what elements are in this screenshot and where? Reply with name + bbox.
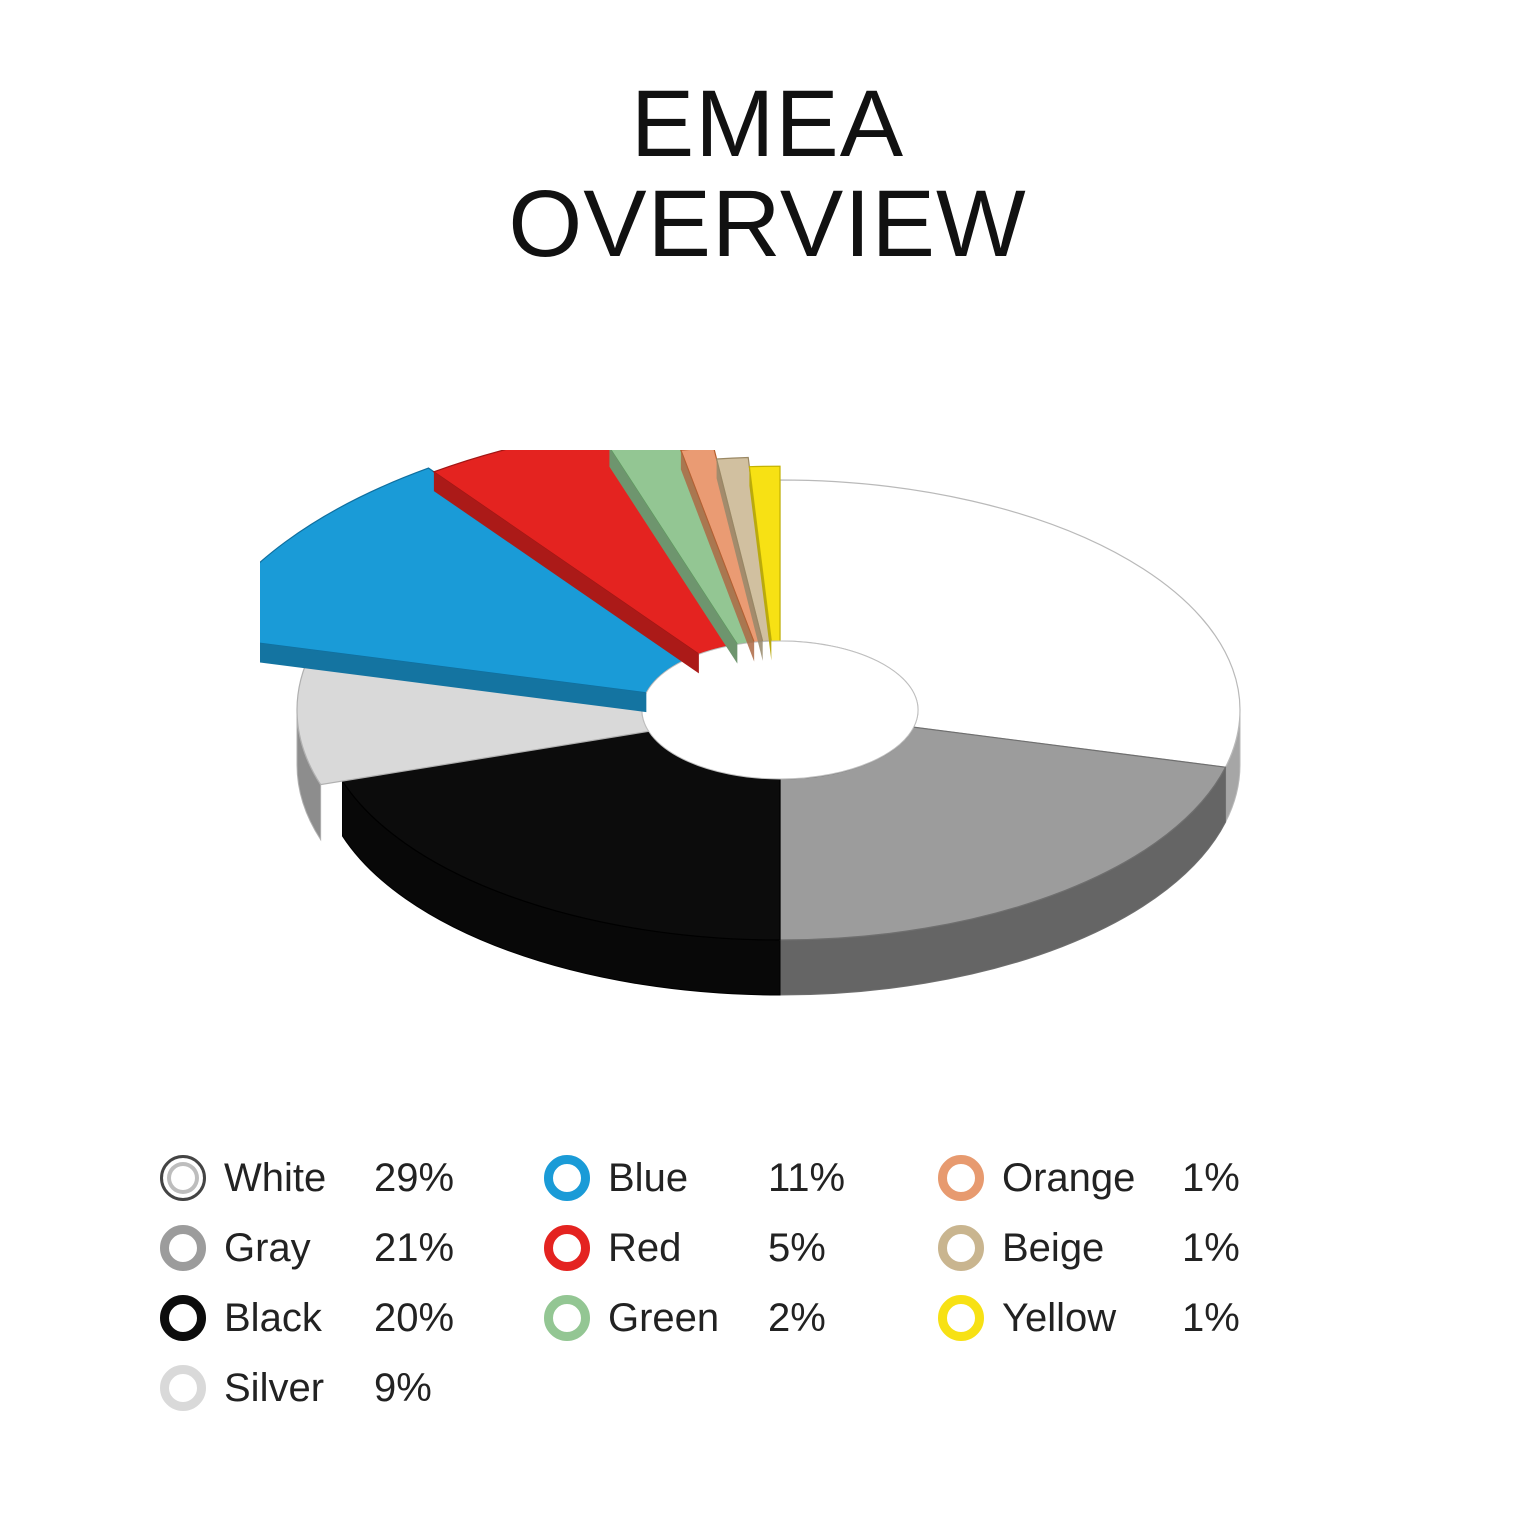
legend-column: Blue11%Red5%Green2% bbox=[544, 1150, 878, 1416]
legend-percent: 1% bbox=[1182, 1226, 1292, 1271]
legend-item: Silver9% bbox=[160, 1360, 484, 1416]
legend-ring-icon bbox=[938, 1295, 984, 1341]
legend-ring-icon bbox=[160, 1225, 206, 1271]
legend-percent: 11% bbox=[768, 1156, 878, 1201]
legend-label: Green bbox=[608, 1296, 768, 1341]
legend-item: Yellow1% bbox=[938, 1290, 1292, 1346]
legend-percent: 5% bbox=[768, 1226, 878, 1271]
legend-item: Green2% bbox=[544, 1290, 878, 1346]
legend: White29%Gray21%Black20%Silver9%Blue11%Re… bbox=[160, 1150, 1440, 1416]
legend-item: Beige1% bbox=[938, 1220, 1292, 1276]
legend-ring-icon bbox=[160, 1155, 206, 1201]
legend-item: Blue11% bbox=[544, 1150, 878, 1206]
legend-ring-icon bbox=[544, 1155, 590, 1201]
page: { "title": { "line1": "EMEA", "line2": "… bbox=[0, 0, 1535, 1535]
legend-ring-icon bbox=[160, 1365, 206, 1411]
legend-item: White29% bbox=[160, 1150, 484, 1206]
chart-title: EMEA OVERVIEW bbox=[0, 75, 1535, 275]
legend-ring-icon bbox=[544, 1225, 590, 1271]
legend-item: Black20% bbox=[160, 1290, 484, 1346]
legend-ring-icon bbox=[938, 1225, 984, 1271]
legend-label: Beige bbox=[1002, 1226, 1182, 1271]
legend-percent: 21% bbox=[374, 1226, 484, 1271]
legend-label: Red bbox=[608, 1226, 768, 1271]
legend-percent: 1% bbox=[1182, 1296, 1292, 1341]
legend-label: Yellow bbox=[1002, 1296, 1182, 1341]
legend-percent: 1% bbox=[1182, 1156, 1292, 1201]
legend-label: Blue bbox=[608, 1156, 768, 1201]
legend-percent: 9% bbox=[374, 1366, 484, 1411]
legend-label: White bbox=[224, 1156, 374, 1201]
legend-percent: 20% bbox=[374, 1296, 484, 1341]
legend-item: Orange1% bbox=[938, 1150, 1292, 1206]
legend-percent: 29% bbox=[374, 1156, 484, 1201]
legend-ring-icon bbox=[160, 1295, 206, 1341]
legend-ring-icon bbox=[938, 1155, 984, 1201]
legend-label: Silver bbox=[224, 1366, 374, 1411]
legend-percent: 2% bbox=[768, 1296, 878, 1341]
legend-item: Red5% bbox=[544, 1220, 878, 1276]
legend-column: White29%Gray21%Black20%Silver9% bbox=[160, 1150, 484, 1416]
legend-item: Gray21% bbox=[160, 1220, 484, 1276]
pie-chart bbox=[260, 450, 1275, 1070]
title-line-2: OVERVIEW bbox=[0, 175, 1535, 275]
title-line-1: EMEA bbox=[0, 75, 1535, 175]
legend-label: Gray bbox=[224, 1226, 374, 1271]
legend-label: Orange bbox=[1002, 1156, 1182, 1201]
legend-label: Black bbox=[224, 1296, 374, 1341]
legend-ring-icon bbox=[544, 1295, 590, 1341]
legend-column: Orange1%Beige1%Yellow1% bbox=[938, 1150, 1292, 1416]
